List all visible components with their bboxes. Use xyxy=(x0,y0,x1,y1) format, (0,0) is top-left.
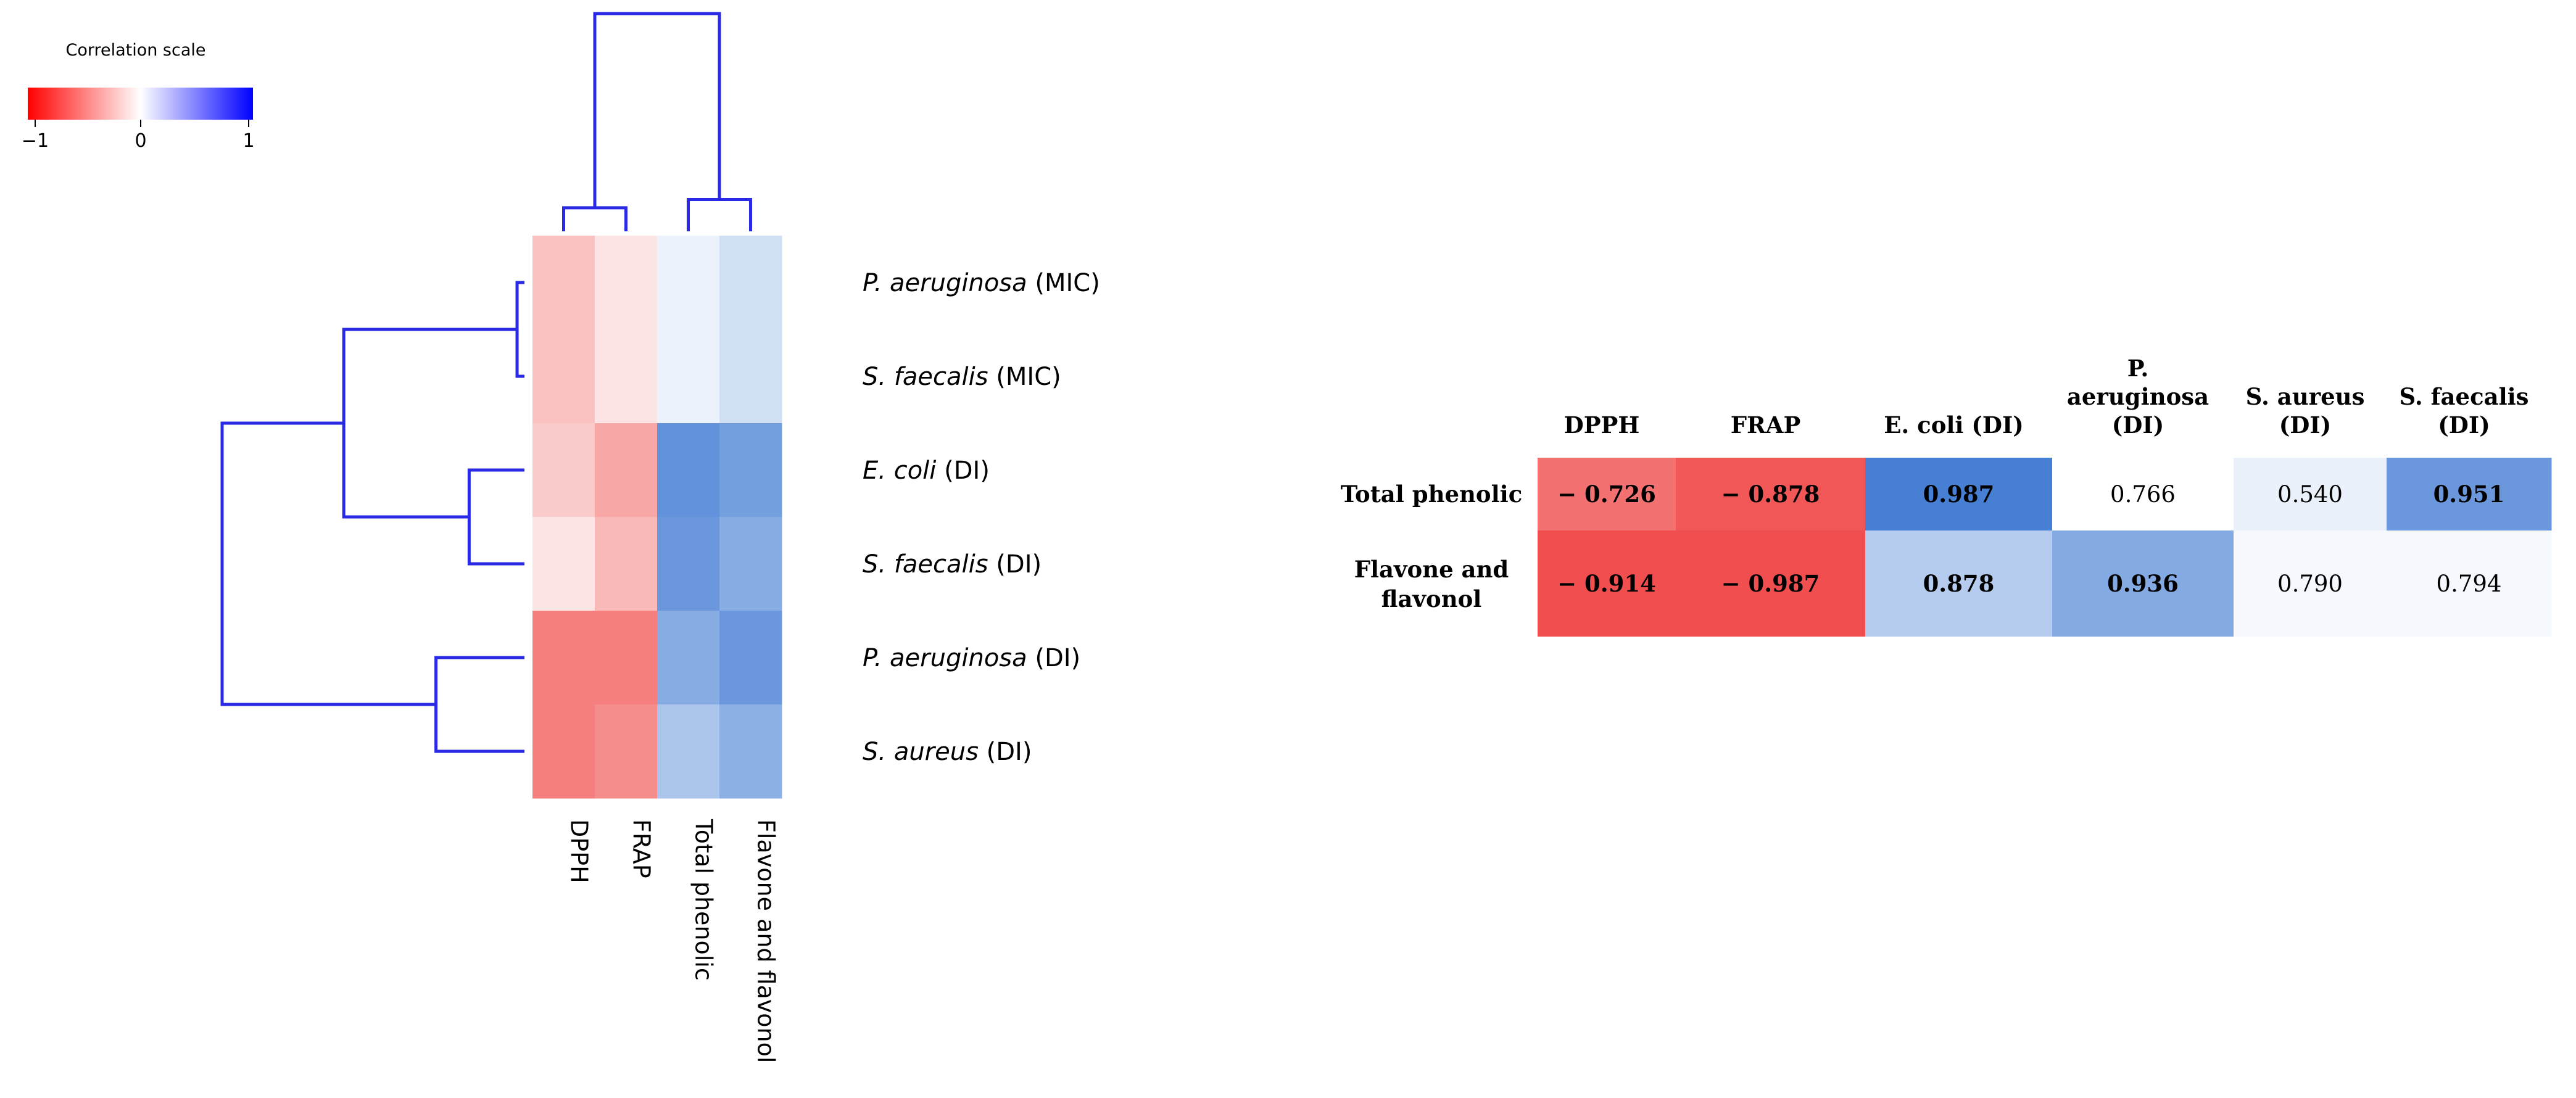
table-row-label: Total phenolic xyxy=(1341,481,1523,508)
col-dendrogram-link-1 xyxy=(687,197,752,231)
heatmap-col-label: Flavone and flavonol xyxy=(753,819,780,1063)
heatmap-row-label: S. faecalis (MIC) xyxy=(863,363,1061,391)
table-cell-bg xyxy=(1676,458,1866,530)
heatmap-cell-r0-c2 xyxy=(657,236,720,330)
table-cell-bg xyxy=(2387,530,2552,637)
heatmap-cell-r4-c2 xyxy=(657,611,720,705)
table-col-header: S. aureus xyxy=(2246,383,2365,410)
table-col-header: (DI) xyxy=(2279,411,2331,439)
col-dendrogram-link-2 xyxy=(593,12,721,208)
row-dendrogram-link-3 xyxy=(342,328,518,519)
table-cell-value: 0.936 xyxy=(2107,570,2179,597)
table-col-header: S. faecalis xyxy=(2399,383,2528,410)
heatmap-cell-r1-c2 xyxy=(657,329,720,424)
correlation-table: DPPH FRAP E. coli (DI)P.aeruginosa(DI)S. a… xyxy=(1341,355,2552,637)
heatmap-col-label: Total phenolic xyxy=(690,819,718,981)
table-cell-value: 0.790 xyxy=(2277,571,2343,597)
table-cell-bg xyxy=(2234,458,2387,530)
heatmap-cell-r3-c3 xyxy=(719,517,782,611)
heatmap-cell-r4-c3 xyxy=(719,611,782,705)
heatmap-row-label: P. aeruginosa (MIC) xyxy=(863,269,1100,297)
row-dendrogram-link-1 xyxy=(467,468,524,566)
heatmap-cell-r5-c0 xyxy=(532,704,595,799)
scale-mid-label: 0 xyxy=(135,130,146,152)
heatmap-cell-r5-c2 xyxy=(657,704,720,799)
heatmap-cell-r2-c3 xyxy=(719,423,782,518)
heatmap-cell-r1-c1 xyxy=(595,329,658,424)
scale-min-label: −1 xyxy=(22,130,49,152)
heatmap-cell-r1-c3 xyxy=(719,329,782,424)
heatmap-row-label: S. faecalis (DI) xyxy=(863,550,1042,579)
clustered-heatmap: P. aeruginosa (MIC) S. faecalis (MIC) E. c… xyxy=(220,12,1100,1063)
table-col-header: (DI) xyxy=(2438,411,2490,439)
table-row-label: Flavone and xyxy=(1354,556,1509,583)
heatmap-col-label: DPPH xyxy=(566,819,593,883)
heatmap-cell-r2-c0 xyxy=(532,423,595,518)
table-col-header: aeruginosa xyxy=(2067,383,2209,410)
row-dendrogram-link-4 xyxy=(220,421,436,706)
table-cell-value: 0.878 xyxy=(1923,570,1995,597)
heatmap-cell-r3-c1 xyxy=(595,517,658,611)
row-dendrogram-link-2 xyxy=(434,656,524,753)
heatmap-cell-r1-c0 xyxy=(532,329,595,424)
table-cell-bg xyxy=(1538,530,1676,637)
table-cell-bg xyxy=(2234,530,2387,637)
table-col-header: FRAP xyxy=(1731,411,1801,439)
heatmap-cell-r0-c0 xyxy=(532,236,595,330)
table-cell-value: − 0.878 xyxy=(1721,481,1820,508)
table-cell-value: 0.540 xyxy=(2277,481,2343,508)
table-cell-value: − 0.914 xyxy=(1557,570,1656,597)
heatmap-col-label: FRAP xyxy=(628,819,655,878)
col-dendrogram-link-0 xyxy=(562,206,627,231)
table-cell-value: − 0.726 xyxy=(1557,481,1656,508)
table-col-header: P. xyxy=(2127,355,2149,382)
heatmap-cell-r3-c0 xyxy=(532,517,595,611)
table-row-label: flavonol xyxy=(1381,585,1482,613)
table-cell-value: 0.766 xyxy=(2110,481,2176,508)
row-dendrogram-link-0 xyxy=(515,281,524,378)
heatmap-row-label: P. aeruginosa (DI) xyxy=(863,644,1080,672)
table-cell-bg xyxy=(1676,530,1866,637)
heatmap-row-label: E. coli (DI) xyxy=(863,456,990,485)
heatmap-cell-r0-c1 xyxy=(595,236,658,330)
table-cell-bg xyxy=(2387,458,2552,530)
heatmap-cell-r5-c3 xyxy=(719,704,782,799)
table-cell-bg xyxy=(2052,458,2234,530)
heatmap-cell-r4-c0 xyxy=(532,611,595,705)
scale-gradient-bar xyxy=(28,88,253,120)
correlation-scale-legend: Correlation scale −1 0 1 xyxy=(22,41,255,152)
scale-title: Correlation scale xyxy=(65,41,205,60)
table-col-header: DPPH xyxy=(1564,411,1640,439)
heatmap-cell-r2-c2 xyxy=(657,423,720,518)
heatmap-cell-r4-c1 xyxy=(595,611,658,705)
heatmap-cell-r0-c3 xyxy=(719,236,782,330)
table-cell-value: 0.987 xyxy=(1923,481,1995,508)
table-col-header: (DI) xyxy=(2112,411,2164,439)
table-cell-value: 0.951 xyxy=(2433,481,2505,508)
heatmap-row-label: S. aureus (DI) xyxy=(863,738,1032,766)
heatmap-cell-r2-c1 xyxy=(595,423,658,518)
scale-max-label: 1 xyxy=(242,130,254,152)
table-col-header: E. coli (DI) xyxy=(1884,411,2024,439)
heatmap-cell-r3-c2 xyxy=(657,517,720,611)
heatmap-cell-r5-c1 xyxy=(595,704,658,799)
table-cell-bg xyxy=(2052,530,2234,637)
table-cell-bg xyxy=(1865,458,2053,530)
table-cell-value: 0.794 xyxy=(2437,571,2502,597)
table-cell-bg xyxy=(1538,458,1676,530)
table-cell-value: − 0.987 xyxy=(1721,570,1820,597)
table-cell-bg xyxy=(1865,530,2053,637)
